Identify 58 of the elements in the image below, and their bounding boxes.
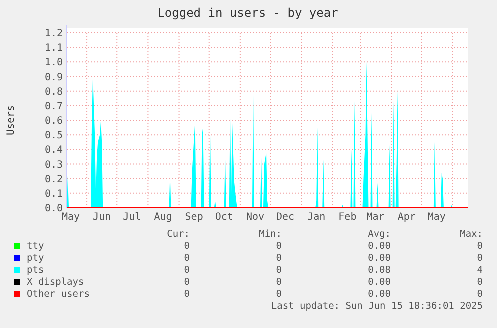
text: 0.00 [368,241,392,252]
y-tick-label: 0.1 [44,188,63,200]
y-tick-label: 0.0 [44,204,63,214]
text: 0 [184,253,190,264]
text: 0 [477,289,484,300]
y-tick-label: 0.9 [44,72,63,84]
text: Avg: [368,229,391,240]
text: 0 [477,253,484,264]
text: 0 [184,289,190,300]
text: Cur: [167,229,190,240]
legend-label: Other users [27,289,90,300]
legend-label: pty [27,253,44,264]
y-tick-label: 0.8 [44,86,63,98]
x-tick-label: Feb [338,212,357,223]
x-tick-label: Jul [123,212,142,223]
x-tick-label: May [428,212,446,223]
y-tick-label: 1.0 [44,58,63,69]
text: 0 [477,241,484,252]
y-tick-label: 0.5 [44,130,63,142]
text: 0 [276,277,282,288]
text: 4 [477,265,484,276]
y-tick-label: 0.6 [44,116,63,127]
legend-label: X displays [27,277,84,288]
x-tick-label: Jan [308,212,326,223]
text: 0.00 [368,253,392,264]
text: 0 [276,265,282,276]
y-tick-label: 1.1 [44,43,63,54]
text: 0 [184,265,190,276]
text: 0.00 [368,277,392,288]
text: 0 [184,277,190,288]
text: 0.00 [368,289,392,300]
x-tick-label: Jun [93,212,112,223]
x-tick-label: Aug [154,212,172,223]
text: 0.08 [368,265,392,276]
legend-label: pts [27,265,44,276]
text: 0 [184,241,190,252]
legend-label: tty [27,241,44,252]
x-tick-label: Nov [246,212,264,223]
x-tick-label: Apr [398,212,416,223]
x-tick-label: Oct [215,212,234,223]
x-tick-label: May [62,212,80,223]
y-tick-label: 0.2 [44,174,63,186]
y-tick-label: 0.3 [44,160,63,171]
x-tick-label: Sep [185,212,204,223]
chart-title: Logged in users - by year [158,6,338,20]
text: 0 [276,253,282,264]
y-axis-title: Users [6,105,17,136]
x-tick-label: Mar [366,212,385,223]
x-tick-label: Dec [276,212,295,223]
text: 0 [276,241,282,252]
y-tick-label: 0.4 [44,145,63,156]
y-tick-label: 1.2 [44,28,63,40]
text: 0 [477,277,484,288]
text: Min: [259,229,282,240]
text: Last update: Sun Jun 15 18:36:01 2025 [271,301,483,312]
text: Max: [460,229,483,240]
y-tick-label: 0.7 [44,101,63,112]
text: 0 [276,289,282,300]
